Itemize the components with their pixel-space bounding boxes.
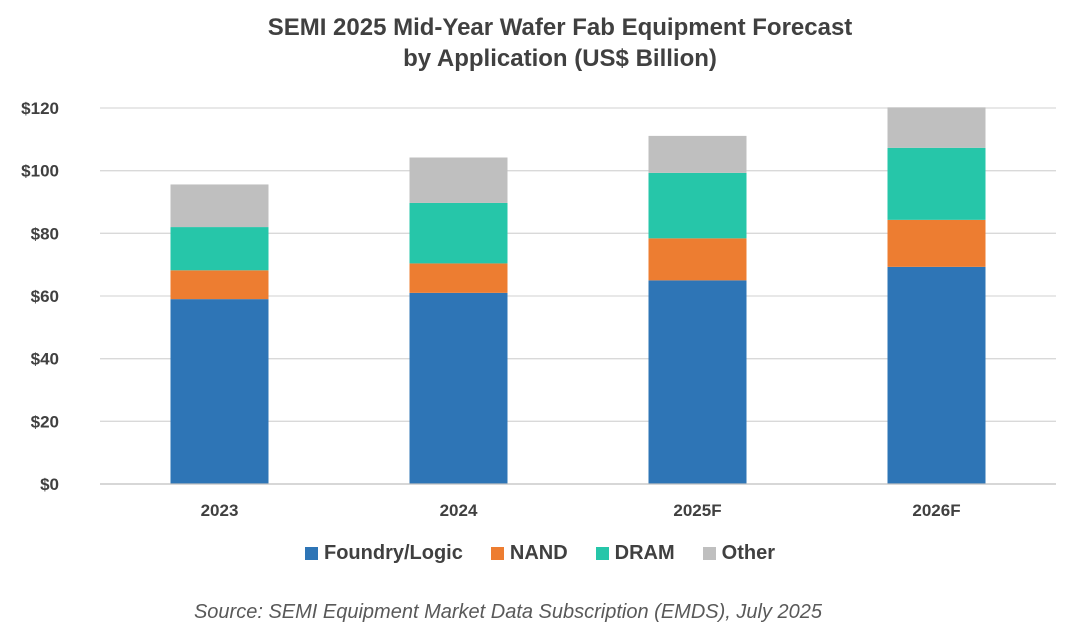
bar-segment-nand-2024 bbox=[409, 263, 508, 293]
y-tick-label: $20 bbox=[31, 412, 59, 431]
bar-segment-foundry-logic-2023 bbox=[170, 299, 269, 484]
legend-item-other: Other bbox=[702, 542, 775, 565]
chart-title: SEMI 2025 Mid-Year Wafer Fab Equipment F… bbox=[0, 12, 1080, 74]
legend-label-other: Other bbox=[721, 542, 775, 564]
bar-segment-dram-2026f bbox=[887, 147, 986, 220]
bar-segment-foundry-logic-2025f bbox=[648, 280, 747, 484]
legend-swatch-foundry-logic bbox=[304, 547, 318, 560]
legend-swatch-nand bbox=[490, 547, 504, 560]
y-tick-label: $120 bbox=[21, 99, 59, 118]
legend-label-nand: NAND bbox=[509, 542, 568, 564]
chart-title-line-2: by Application (US$ Billion) bbox=[403, 45, 717, 72]
bar-segment-nand-2025f bbox=[648, 238, 747, 281]
legend-swatch-other bbox=[702, 547, 716, 560]
bar-segment-nand-2026f bbox=[887, 219, 986, 267]
y-tick-label: $100 bbox=[21, 162, 59, 181]
bar-segment-nand-2023 bbox=[170, 270, 269, 300]
bar-segment-foundry-logic-2026f bbox=[887, 266, 986, 484]
y-axis-tick-labels: $0 $20 $40 $60 $80 $100 $120 bbox=[21, 99, 59, 494]
x-tick-label: 2023 bbox=[201, 501, 239, 520]
x-tick-label: 2026F bbox=[912, 501, 960, 520]
x-tick-label: 2024 bbox=[440, 501, 478, 520]
source-note: Source: SEMI Equipment Market Data Subsc… bbox=[193, 601, 823, 623]
y-tick-label: $60 bbox=[31, 287, 59, 306]
legend: Foundry/Logic NAND DRAM Other bbox=[0, 542, 1080, 565]
bars bbox=[170, 107, 986, 484]
legend-item-foundry-logic: Foundry/Logic bbox=[304, 542, 463, 565]
y-tick-label: $0 bbox=[40, 475, 59, 494]
y-tick-label: $80 bbox=[31, 224, 59, 243]
x-axis-category-labels: 2023 2024 2025F 2026F bbox=[201, 501, 961, 520]
bar-segment-dram-2024 bbox=[409, 202, 508, 264]
y-tick-label: $40 bbox=[31, 350, 59, 369]
bar-segment-dram-2025f bbox=[648, 172, 747, 239]
bar-segment-dram-2023 bbox=[170, 227, 269, 271]
legend-item-nand: NAND bbox=[490, 542, 568, 565]
x-tick-label: 2025F bbox=[673, 501, 721, 520]
legend-item-dram: DRAM bbox=[595, 542, 675, 565]
chart-title-line-1: SEMI 2025 Mid-Year Wafer Fab Equipment F… bbox=[267, 14, 853, 41]
bar-segment-other-2025f bbox=[648, 135, 747, 173]
legend-label-foundry-logic: Foundry/Logic bbox=[323, 542, 463, 564]
legend-swatch-dram bbox=[595, 547, 609, 560]
bar-segment-other-2026f bbox=[887, 107, 986, 148]
bar-segment-other-2024 bbox=[409, 157, 508, 203]
bar-segment-other-2023 bbox=[170, 184, 269, 228]
legend-label-dram: DRAM bbox=[614, 542, 675, 564]
bar-segment-foundry-logic-2024 bbox=[409, 292, 508, 484]
